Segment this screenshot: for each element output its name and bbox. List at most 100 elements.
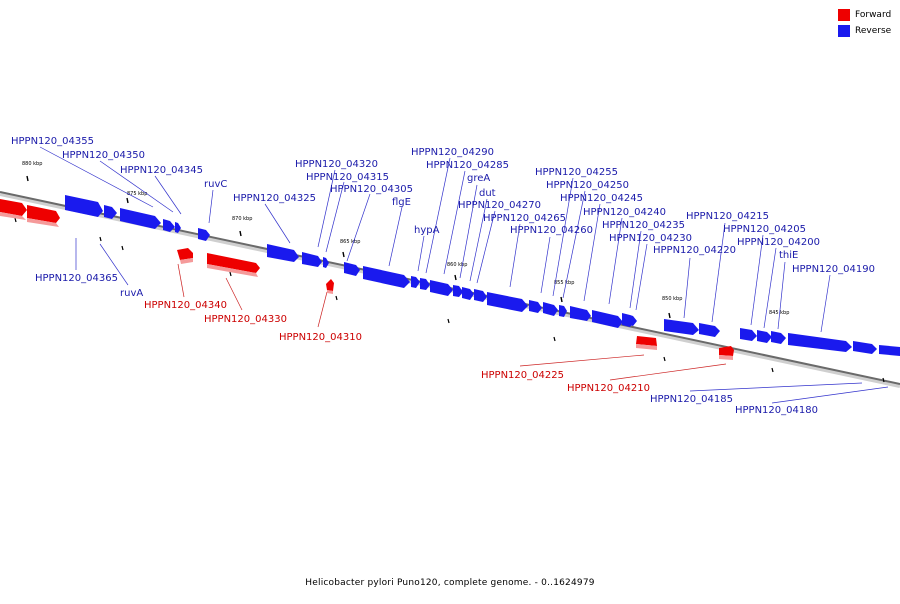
- gene-label[interactable]: HPPN120_04180: [735, 405, 818, 416]
- axis-minor-tick: [229, 271, 232, 277]
- leader-line: [325, 181, 345, 253]
- gene-arrow-reverse[interactable]: [592, 310, 623, 328]
- gene-label[interactable]: HPPN120_04365: [35, 273, 118, 284]
- gene-arrow-reverse[interactable]: [740, 328, 757, 341]
- gene-label[interactable]: HPPN120_04315: [306, 172, 389, 183]
- gene-label[interactable]: HPPN120_04270: [458, 200, 541, 211]
- gene-arrow-reverse[interactable]: [757, 330, 772, 343]
- gene-arrow-reverse[interactable]: [267, 244, 299, 262]
- gene-arrow-forward[interactable]: [636, 336, 657, 346]
- gene-arrow-reverse[interactable]: [474, 289, 487, 302]
- gene-arrow-reverse[interactable]: [771, 331, 786, 344]
- gene-label[interactable]: HPPN120_04290: [411, 147, 494, 158]
- gene-arrow-reverse[interactable]: [879, 345, 900, 356]
- gene-label[interactable]: thiE: [779, 250, 798, 261]
- gene-label[interactable]: HPPN120_04325: [233, 193, 316, 204]
- gene-arrow-reverse[interactable]: [302, 252, 322, 267]
- gene-arrow-reverse[interactable]: [630, 315, 637, 326]
- axis-tick: [239, 230, 242, 237]
- gene-arrow-reverse[interactable]: [175, 222, 181, 233]
- gene-arrow-forward[interactable]: [207, 253, 260, 273]
- gene-leader-lines: [39, 146, 889, 404]
- gene-label[interactable]: HPPN120_04215: [686, 211, 769, 222]
- gene-label[interactable]: HPPN120_04250: [546, 180, 629, 191]
- gene-arrow-forward[interactable]: [0, 199, 27, 216]
- gene-label[interactable]: HPPN120_04190: [792, 264, 875, 275]
- gene-arrow-reverse[interactable]: [65, 195, 103, 217]
- gene-label[interactable]: HPPN120_04185: [650, 394, 733, 405]
- gene-arrow-reverse[interactable]: [411, 276, 420, 288]
- axis-tick: [342, 251, 345, 258]
- axis-tick: [668, 312, 671, 319]
- gene-label[interactable]: HPPN120_04310: [279, 332, 362, 343]
- gene-label[interactable]: HPPN120_04210: [567, 383, 650, 394]
- leader-line: [476, 210, 496, 284]
- gene-arrow-reverse[interactable]: [570, 306, 591, 321]
- gene-arrow-reverse[interactable]: [664, 319, 699, 335]
- gene-label[interactable]: ruvC: [204, 179, 227, 190]
- gene-label[interactable]: HPPN120_04225: [481, 370, 564, 381]
- reverse-swatch-icon: [838, 25, 850, 37]
- legend-item-forward: Forward: [838, 8, 891, 22]
- gene-label[interactable]: HPPN120_04205: [723, 224, 806, 235]
- gene-arrow-reverse[interactable]: [198, 228, 210, 241]
- gene-label[interactable]: flgE: [392, 197, 411, 208]
- gene-arrow-reverse[interactable]: [699, 323, 720, 337]
- gene-arrow-reverse[interactable]: [163, 219, 175, 232]
- leader-line: [264, 203, 291, 244]
- gene-label[interactable]: HPPN120_04355: [11, 136, 94, 147]
- forward-swatch-icon: [838, 9, 850, 21]
- axis-tick-label: 855 kbp: [554, 280, 574, 286]
- gene-label[interactable]: HPPN120_04305: [330, 184, 413, 195]
- gene-label[interactable]: HPPN120_04220: [653, 245, 736, 256]
- leader-line: [388, 206, 403, 267]
- gene-label[interactable]: HPPN120_04240: [583, 207, 666, 218]
- gene-label[interactable]: HPPN120_04230: [609, 233, 692, 244]
- gene-label[interactable]: hypA: [414, 225, 440, 236]
- gene-label[interactable]: HPPN120_04235: [602, 220, 685, 231]
- leader-line: [459, 184, 478, 279]
- gene-label[interactable]: HPPN120_04260: [510, 225, 593, 236]
- gene-arrow-reverse[interactable]: [788, 333, 852, 352]
- gene-label[interactable]: greA: [467, 173, 490, 184]
- gene-label[interactable]: dut: [479, 188, 496, 199]
- leader-line: [177, 263, 185, 298]
- leader-line: [346, 193, 371, 262]
- gene-arrow-forward[interactable]: [27, 205, 60, 223]
- gene-arrow-reverse[interactable]: [853, 341, 877, 354]
- gene-label[interactable]: HPPN120_04245: [560, 193, 643, 204]
- gene-arrow-reverse[interactable]: [430, 280, 453, 296]
- gene-label[interactable]: HPPN120_04345: [120, 165, 203, 176]
- gene-arrow-reverse[interactable]: [363, 266, 410, 288]
- gene-arrow-reverse[interactable]: [543, 302, 558, 316]
- gene-label[interactable]: HPPN120_04200: [737, 237, 820, 248]
- gene-arrow-reverse[interactable]: [559, 305, 567, 317]
- gene-arrow-reverse[interactable]: [104, 205, 117, 219]
- gene-arrow-reverse[interactable]: [120, 208, 161, 229]
- gene-label[interactable]: HPPN120_04320: [295, 159, 378, 170]
- gene-arrow-reverse[interactable]: [529, 300, 542, 313]
- gene-label[interactable]: HPPN120_04340: [144, 300, 227, 311]
- gene-arrow-reverse[interactable]: [323, 257, 329, 268]
- gene-arrow-forward[interactable]: [326, 279, 334, 291]
- gene-label[interactable]: HPPN120_04330: [204, 314, 287, 325]
- gene-arrow-reverse[interactable]: [487, 292, 528, 312]
- gene-arrow-reverse[interactable]: [462, 287, 474, 300]
- gene-arrow-reverse[interactable]: [344, 262, 360, 276]
- gene-arrow-forward[interactable]: [719, 346, 734, 356]
- leader-line: [629, 230, 642, 309]
- legend-item-reverse: Reverse: [838, 24, 891, 38]
- gene-label[interactable]: HPPN120_04255: [535, 167, 618, 178]
- axis-minor-tick: [335, 295, 338, 301]
- gene-label[interactable]: HPPN120_04350: [62, 150, 145, 161]
- gene-label[interactable]: HPPN120_04265: [483, 213, 566, 224]
- gene-arrow-forward[interactable]: [177, 248, 193, 260]
- axis-tick: [126, 197, 129, 204]
- gene-arrow-reverse[interactable]: [453, 285, 463, 297]
- leader-line: [225, 277, 243, 311]
- gene-label[interactable]: HPPN120_04285: [426, 160, 509, 171]
- gene-label[interactable]: ruvA: [120, 288, 143, 299]
- gene-arrow-reverse[interactable]: [420, 278, 430, 290]
- axis-tick-label: 845 kbp: [769, 310, 789, 316]
- legend-reverse-label: Reverse: [855, 26, 892, 36]
